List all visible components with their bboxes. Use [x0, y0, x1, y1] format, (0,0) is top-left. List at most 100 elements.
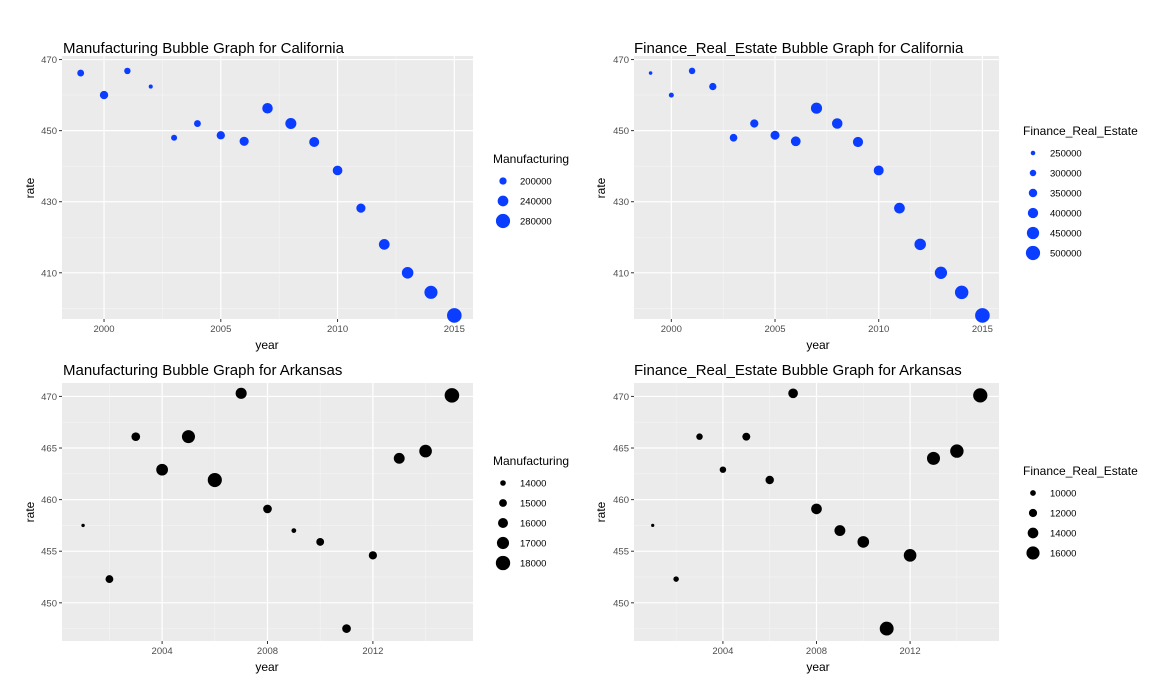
legend-label: 250000 — [1050, 149, 1082, 160]
bubble-point — [216, 131, 225, 140]
bubble-point — [207, 472, 222, 488]
bubble-point — [852, 136, 864, 148]
legend: Manufacturing 14000 15000 16000 17000 18000 — [493, 454, 569, 571]
legend-key — [499, 499, 507, 507]
y-tick-label: 455 — [41, 547, 57, 558]
plot-background — [62, 56, 473, 319]
x-tick-label: 2000 — [93, 324, 114, 335]
bubble-point — [926, 451, 940, 465]
bubble-point — [648, 71, 653, 75]
y-tick-label: 470 — [613, 392, 629, 403]
y-tick-label: 470 — [41, 55, 57, 66]
bubble-point — [77, 69, 85, 77]
legend-label: 17000 — [520, 539, 546, 550]
bubble-point — [393, 452, 405, 464]
chart-title: Manufacturing Bubble Graph for Arkansas — [63, 362, 342, 379]
bubble-point — [975, 308, 990, 323]
bubble-point — [765, 475, 774, 485]
bubble-point — [903, 549, 917, 562]
x-tick-label: 2004 — [152, 646, 173, 657]
x-tick-label: 2004 — [712, 646, 733, 657]
bubble-point — [790, 136, 801, 147]
bubble-point — [673, 576, 679, 582]
bubble-point — [309, 136, 320, 148]
bubble-point — [148, 84, 153, 89]
x-tick-label: 2010 — [868, 324, 889, 335]
bubble-point — [419, 444, 432, 458]
bubble-point — [668, 92, 674, 98]
bubble-point — [696, 433, 703, 440]
bubble-point — [811, 503, 822, 515]
legend-key — [1030, 150, 1036, 156]
bubble-point — [131, 432, 141, 442]
legend-label: 10000 — [1050, 489, 1076, 500]
x-axis-label: year — [255, 660, 278, 674]
bubble-point — [709, 82, 717, 91]
y-tick-label: 410 — [613, 268, 629, 279]
legend-key — [1027, 527, 1039, 539]
chart-panel-1: Manufacturing Bubble Graph for Californi… — [23, 40, 569, 352]
bubble-point — [285, 117, 297, 130]
y-axis-label: rate — [23, 501, 37, 522]
bubble-point — [873, 165, 884, 176]
legend-title: Finance_Real_Estate — [1023, 124, 1138, 138]
x-tick-label: 2000 — [661, 324, 682, 335]
legend-key — [497, 195, 509, 207]
y-tick-label: 460 — [41, 495, 57, 506]
chart-panel-4: Finance_Real_Estate Bubble Graph for Ark… — [594, 362, 1138, 674]
x-tick-label: 2012 — [362, 646, 383, 657]
legend-label: 16000 — [520, 519, 546, 530]
y-tick-label: 455 — [613, 547, 629, 558]
legend-key — [1029, 169, 1037, 177]
legend-key — [495, 555, 511, 571]
bubble-point — [356, 203, 366, 213]
legend-label: 450000 — [1050, 229, 1082, 240]
x-tick-label: 2015 — [444, 324, 465, 335]
bubble-point — [401, 267, 414, 279]
x-tick-label: 2005 — [210, 324, 231, 335]
legend-title: Manufacturing — [493, 454, 569, 468]
y-axis-label: rate — [594, 501, 608, 522]
x-tick-label: 2010 — [327, 324, 348, 335]
bubble-point — [424, 285, 438, 299]
legend-title: Finance_Real_Estate — [1023, 464, 1138, 478]
legend-key — [1030, 490, 1036, 496]
legend-label: 15000 — [520, 499, 546, 510]
chart-title: Manufacturing Bubble Graph for Californi… — [63, 40, 345, 57]
bubble-point — [378, 239, 390, 250]
bubble-point — [973, 388, 988, 403]
legend-label: 350000 — [1050, 189, 1082, 200]
legend-label: 200000 — [520, 177, 552, 188]
x-tick-label: 2005 — [764, 324, 785, 335]
legend-key — [1027, 207, 1039, 219]
bubble-point — [444, 388, 460, 403]
bubble-point — [105, 575, 114, 583]
legend-label: 14000 — [520, 479, 546, 490]
bubble-point — [181, 430, 195, 444]
legend-key — [1026, 546, 1040, 560]
y-tick-label: 450 — [613, 598, 629, 609]
y-tick-label: 430 — [41, 197, 57, 208]
legend: Manufacturing 200000 240000 280000 — [493, 152, 569, 229]
legend-key — [1028, 508, 1038, 518]
legend-label: 240000 — [520, 197, 552, 208]
bubble-point — [750, 119, 759, 128]
bubble-point — [156, 463, 168, 476]
bubble-point — [742, 432, 751, 441]
legend-title: Manufacturing — [493, 152, 569, 166]
bubble-point — [316, 538, 325, 546]
y-axis-label: rate — [594, 177, 608, 198]
chart-panel-2: Finance_Real_Estate Bubble Graph for Cal… — [594, 40, 1138, 352]
bubble-point — [263, 504, 272, 514]
legend-label: 18000 — [520, 559, 546, 570]
bubble-point — [770, 130, 780, 140]
bubble-point — [262, 102, 273, 114]
legend-key — [500, 480, 506, 486]
legend: Finance_Real_Estate 250000 300000 350000 400… — [1023, 124, 1138, 261]
bubble-point — [831, 118, 843, 129]
y-tick-label: 410 — [41, 268, 57, 279]
chart-title: Finance_Real_Estate Bubble Graph for Ark… — [634, 362, 962, 379]
chart-title: Finance_Real_Estate Bubble Graph for Cal… — [634, 40, 964, 57]
y-tick-label: 460 — [613, 495, 629, 506]
